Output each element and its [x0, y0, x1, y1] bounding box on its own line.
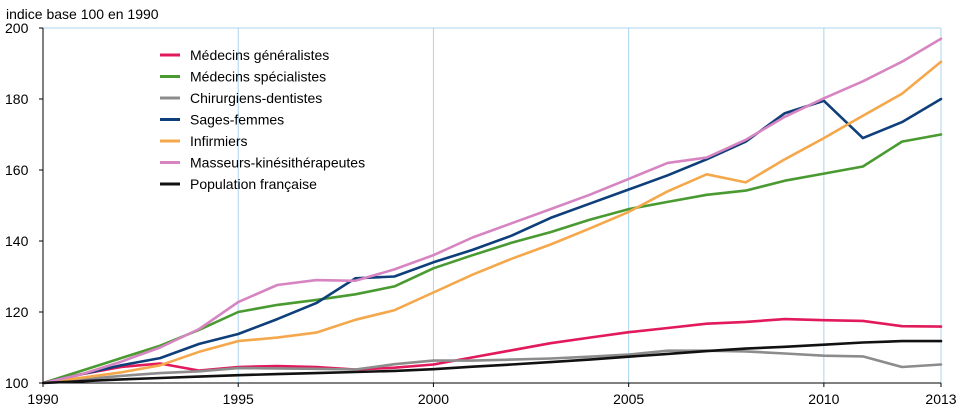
- series-line-4: [41, 97, 943, 385]
- y-tick-label-140: 140: [5, 233, 29, 249]
- series-line-6: [41, 37, 943, 385]
- legend-label-2: Médecins spécialistes: [190, 69, 326, 85]
- grid-layer: [43, 27, 942, 383]
- y-tick-label-120: 120: [5, 304, 29, 320]
- legend: Médecins généralistes Médecins spécialist…: [160, 47, 365, 192]
- y-tick-label-200: 200: [5, 20, 29, 36]
- legend-label-6: Masseurs-kinésithérapeutes: [190, 155, 365, 171]
- series-line-3: [41, 349, 943, 385]
- series-line-5: [41, 60, 943, 385]
- legend-label-4: Sages-femmes: [190, 112, 284, 128]
- x-tick-label-1995: 1995: [223, 391, 254, 407]
- legend-label-5: Infirmiers: [190, 133, 248, 149]
- legend-label-3: Chirurgiens-dentistes: [190, 90, 322, 106]
- series-line-1: [41, 317, 943, 385]
- x-tick-label-2000: 2000: [418, 391, 449, 407]
- axis-layer: 100 120 140 160 180 200 1990 1995 2000 2005 2010 20…: [5, 20, 957, 407]
- x-tick-label-2005: 2005: [613, 391, 644, 407]
- y-axis-label: indice base 100 en 1990: [6, 6, 159, 22]
- y-tick-label-180: 180: [5, 91, 29, 107]
- y-tick-label-160: 160: [5, 162, 29, 178]
- x-tick-label-1990: 1990: [27, 391, 58, 407]
- x-tick-label-2010: 2010: [808, 391, 839, 407]
- series-layer: [41, 37, 943, 385]
- y-tick-label-100: 100: [5, 375, 29, 391]
- series-line-7: [41, 339, 943, 385]
- legend-label-7: Population française: [190, 176, 317, 192]
- x-tick-label-2013: 2013: [925, 391, 956, 407]
- legend-label-1: Médecins généralistes: [190, 47, 329, 63]
